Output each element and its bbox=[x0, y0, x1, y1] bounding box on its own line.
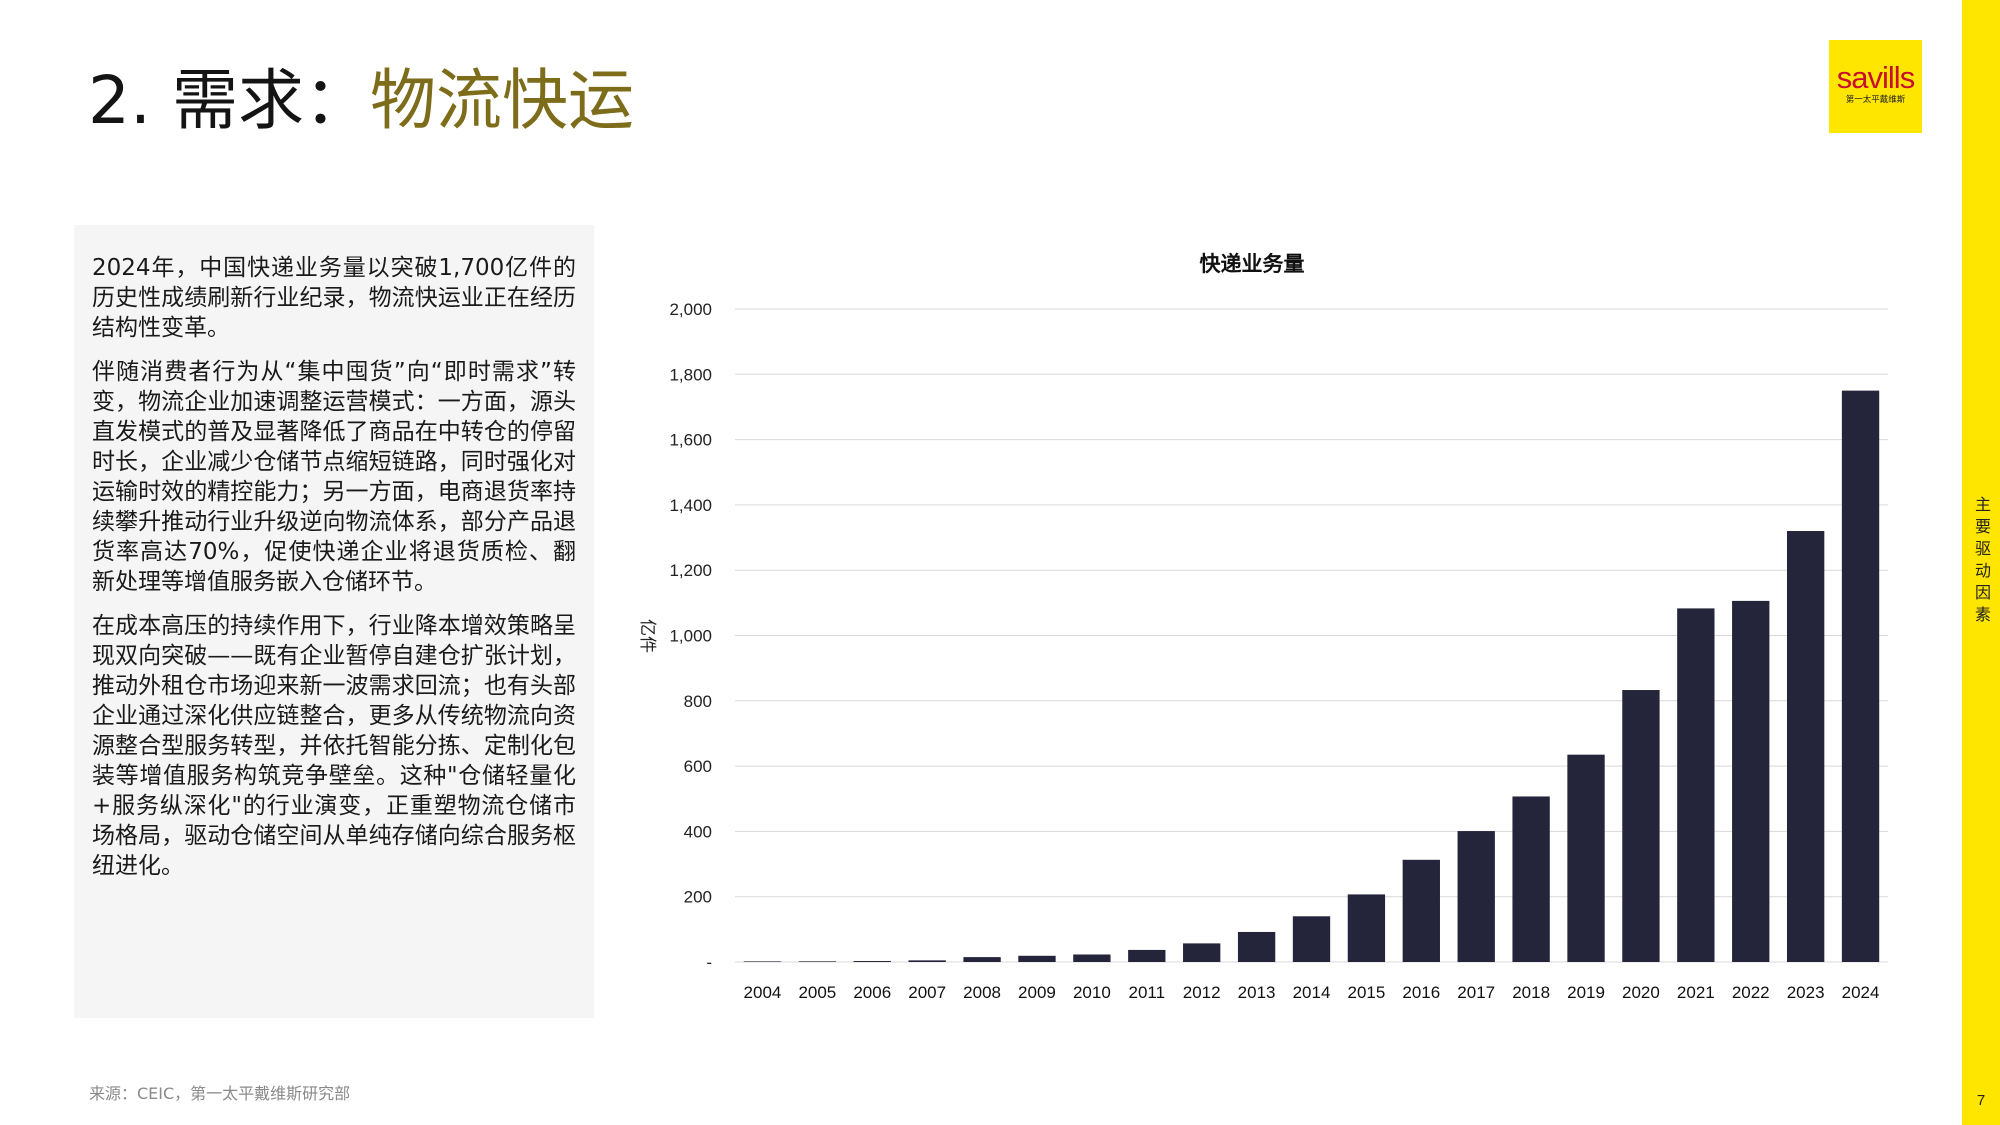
bar-2005 bbox=[798, 961, 837, 962]
x-tick-label: 2006 bbox=[853, 983, 891, 1002]
bar-2006 bbox=[853, 961, 891, 962]
x-tick-label: 2011 bbox=[1129, 983, 1166, 1002]
x-tick-label: 2018 bbox=[1512, 983, 1550, 1002]
bar-2019 bbox=[1567, 754, 1605, 962]
title-topic: 物流快运 bbox=[369, 62, 634, 139]
x-tick-label: 2017 bbox=[1457, 983, 1495, 1002]
bar-2020 bbox=[1622, 690, 1660, 962]
bar-2023 bbox=[1786, 531, 1825, 962]
y-tick-label: 2,000 bbox=[669, 300, 712, 319]
side-bar: 主要驱动因素 7 bbox=[1962, 0, 2000, 1125]
chart-title: 快递业务量 bbox=[1200, 252, 1305, 276]
page-number: 7 bbox=[1976, 1092, 1986, 1109]
bar-2014 bbox=[1292, 916, 1331, 962]
bar-2004 bbox=[743, 961, 782, 962]
x-tick-label: 2008 bbox=[963, 983, 1001, 1002]
y-tick-label: 1,400 bbox=[669, 496, 712, 515]
x-tick-label: 2022 bbox=[1732, 983, 1770, 1002]
bars bbox=[743, 390, 1880, 962]
paragraph-2: 伴随消费者行为从“集中囤货”向“即时需求”转变，物流企业加速调整运营模式：一方面… bbox=[92, 359, 576, 595]
y-tick-label: 600 bbox=[684, 757, 712, 776]
x-tick-label: 2019 bbox=[1567, 983, 1605, 1002]
x-tick-labels: 2004 2005 2006 2007 2008 2009 2010 2011 2012 2013… bbox=[744, 983, 1880, 1002]
bar-2007 bbox=[908, 960, 946, 962]
y-tick-label: 1,000 bbox=[669, 627, 712, 646]
gridlines bbox=[735, 308, 1888, 963]
paragraph-1: 2024年，中国快递业务量以突破1,700亿件的历史性成绩刷新行业纪录，物流快运… bbox=[92, 255, 576, 341]
bar-2017 bbox=[1457, 831, 1495, 962]
bar-2018 bbox=[1512, 796, 1550, 962]
y-tick-label: 200 bbox=[684, 888, 712, 907]
y-tick-label: 800 bbox=[684, 692, 712, 711]
source-note: 来源：CEIC，第一太平戴维斯研究部 bbox=[89, 1084, 351, 1103]
text-panel: 2024年，中国快递业务量以突破1,700亿件的历史性成绩刷新行业纪录，物流快运… bbox=[74, 225, 594, 1018]
bar-2011 bbox=[1128, 949, 1166, 962]
x-tick-label: 2009 bbox=[1018, 983, 1056, 1002]
bar-2010 bbox=[1073, 954, 1111, 962]
y-tick-label: 1,800 bbox=[669, 365, 712, 384]
bar-2016 bbox=[1402, 859, 1440, 962]
logo-subtitle: 第一太平戴维斯 bbox=[1845, 95, 1906, 105]
bar-2012 bbox=[1183, 943, 1221, 962]
section-label: 主要驱动因素 bbox=[1972, 496, 1991, 628]
bar-2009 bbox=[1018, 955, 1056, 962]
y-tick-label: 1,600 bbox=[669, 431, 712, 450]
y-axis-label: 亿件 bbox=[638, 619, 657, 653]
bar-2021 bbox=[1677, 608, 1715, 962]
x-tick-label: 2016 bbox=[1402, 983, 1440, 1002]
x-tick-label: 2024 bbox=[1842, 983, 1880, 1002]
x-tick-label: 2020 bbox=[1622, 983, 1660, 1002]
x-tick-label: 2021 bbox=[1677, 983, 1715, 1002]
y-tick-labels: - 200 400 600 800 1,000 1,200 1,400 1,600 1,800 2,… bbox=[669, 300, 712, 972]
express-volume-chart: 快递业务量 亿件 - 200 400 600 800 1,000 1,200 1,400 1,6… bbox=[638, 252, 1888, 1002]
paragraph-3: 在成本高压的持续作用下，行业降本增效策略呈现双向突破——既有企业暂停自建仓扩张计… bbox=[92, 613, 576, 879]
y-tick-label: 400 bbox=[684, 822, 712, 841]
savills-logo: savills 第一太平戴维斯 bbox=[1829, 40, 1922, 133]
bar-2015 bbox=[1347, 894, 1386, 962]
page-title: 2. 需求：物流快运 bbox=[88, 68, 634, 134]
y-tick-label: - bbox=[706, 953, 712, 972]
x-tick-label: 2004 bbox=[744, 983, 782, 1002]
bar-2022 bbox=[1732, 600, 1770, 962]
x-tick-label: 2015 bbox=[1347, 983, 1385, 1002]
x-tick-label: 2005 bbox=[798, 983, 836, 1002]
logo-wordmark: savills bbox=[1836, 60, 1915, 95]
bar-2008 bbox=[963, 957, 1001, 962]
x-tick-label: 2012 bbox=[1183, 983, 1221, 1002]
x-tick-label: 2023 bbox=[1787, 983, 1825, 1002]
x-tick-label: 2014 bbox=[1293, 983, 1331, 1002]
x-tick-label: 2013 bbox=[1238, 983, 1276, 1002]
bar-2024 bbox=[1841, 390, 1880, 962]
x-tick-label: 2010 bbox=[1073, 983, 1111, 1002]
bar-2013 bbox=[1237, 931, 1276, 962]
title-number: 2. 需求： bbox=[88, 62, 370, 139]
x-tick-label: 2007 bbox=[908, 983, 946, 1002]
y-tick-label: 1,200 bbox=[669, 561, 712, 580]
